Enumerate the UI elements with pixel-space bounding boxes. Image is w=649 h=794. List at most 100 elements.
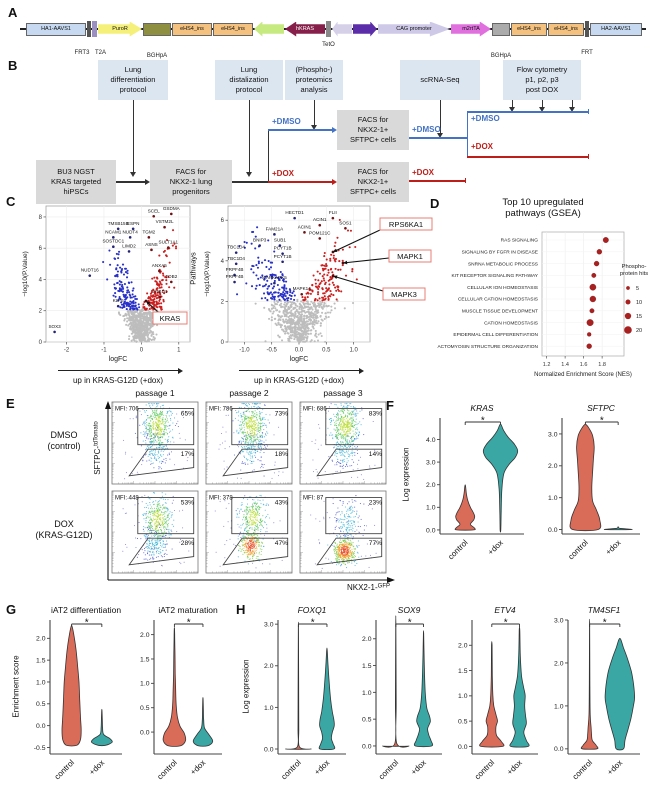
up-arrow-2 bbox=[239, 367, 364, 374]
panel-label-h: H bbox=[236, 602, 246, 617]
svg-text:6: 6 bbox=[39, 246, 43, 252]
arrow-flow-2 bbox=[541, 100, 543, 107]
arrow-differentiation bbox=[132, 100, 134, 172]
panel-label-b: B bbox=[8, 58, 18, 73]
svg-text:1.0: 1.0 bbox=[349, 348, 358, 354]
svg-text:NUDT4: NUDT4 bbox=[122, 229, 138, 234]
svg-text:ACIN1: ACIN1 bbox=[313, 217, 327, 222]
flow-gates bbox=[316, 497, 383, 566]
gsea-dot-plot: RAS SIGNALING SIGNALING BY FGFR IN DISEAS… bbox=[437, 231, 648, 378]
svg-text:PRPF4B: PRPF4B bbox=[226, 267, 244, 272]
svg-text:RAS SIGNALING: RAS SIGNALING bbox=[501, 238, 539, 244]
svg-text:MAPK14: MAPK14 bbox=[293, 286, 312, 291]
svg-text:CATION HOMEOSTASIS: CATION HOMEOSTASIS bbox=[484, 320, 538, 326]
arrow-flow-1 bbox=[511, 100, 513, 107]
construct-label: eHS4_ins bbox=[221, 26, 245, 32]
svg-text:SFTPC-tdTomato: SFTPC-tdTomato bbox=[93, 421, 102, 475]
svg-text:2: 2 bbox=[39, 309, 43, 315]
violin-shape-control bbox=[454, 484, 476, 531]
svg-text:MFI: 706: MFI: 706 bbox=[115, 407, 139, 413]
svg-text:CELLULAR CATION HOMEOSTASIS: CELLULAR CATION HOMEOSTASIS bbox=[458, 297, 538, 303]
boxed-gene-labels: KRAS bbox=[144, 299, 188, 325]
svg-text:TBC1D4: TBC1D4 bbox=[227, 256, 245, 261]
construct-sublabel: T2A bbox=[94, 50, 107, 56]
box-lung-differentiation: Lung differentiation protocol bbox=[98, 60, 168, 100]
gsea-title: Top 10 upregulated pathways (GSEA) bbox=[468, 197, 618, 220]
svg-text:18%: 18% bbox=[275, 451, 288, 458]
svg-text:−log10(P.Value): −log10(P.Value) bbox=[22, 251, 29, 296]
f-y-axis-label: Log expression bbox=[401, 447, 411, 502]
svg-text:SOX3: SOX3 bbox=[48, 324, 61, 329]
arrowhead bbox=[539, 107, 545, 112]
violin-shape-control bbox=[285, 621, 312, 750]
panel-label-f: F bbox=[386, 398, 394, 413]
svg-text:83%: 83% bbox=[369, 411, 382, 418]
flow-panel-2: MFI: 786 73% 18% bbox=[205, 401, 293, 485]
tick-dox-timeline bbox=[588, 154, 590, 159]
gsea-title-line1: Top 10 upregulated bbox=[502, 197, 584, 208]
svg-text:PRPF4B: PRPF4B bbox=[226, 274, 244, 279]
svg-text:MAPK3: MAPK3 bbox=[391, 290, 417, 299]
gsea-title-line2: pathways (GSEA) bbox=[505, 208, 581, 220]
svg-text:(control): (control) bbox=[47, 441, 80, 451]
violin-shape-+dox bbox=[604, 637, 635, 751]
svg-text:passage 2: passage 2 bbox=[229, 388, 268, 398]
svg-text:65%: 65% bbox=[181, 411, 194, 418]
svg-text:MFI: 448: MFI: 448 bbox=[115, 496, 139, 502]
svg-text:SULT1A1: SULT1A1 bbox=[159, 240, 179, 245]
panel-label-a: A bbox=[8, 5, 18, 20]
line-main-2 bbox=[232, 181, 268, 183]
svg-text:SOS1: SOS1 bbox=[339, 220, 352, 225]
construct-hkras: hKRAS bbox=[285, 21, 325, 37]
box-flow-cytometry: Flow cytometry p1, p2, p3 post DOX bbox=[503, 60, 581, 100]
violin-shape-+dox bbox=[482, 423, 519, 533]
line-main-1 bbox=[116, 181, 146, 183]
panel-label-g: G bbox=[6, 602, 17, 617]
box-facs-sftpc-dox: FACS for NKX2-1+ SFTPC+ cells bbox=[337, 162, 409, 202]
construct-sublabel: BGHpA bbox=[146, 52, 168, 59]
svg-text:ANXA5: ANXA5 bbox=[152, 263, 168, 268]
arrowhead bbox=[145, 179, 150, 185]
construct-label: CAG promoter bbox=[396, 26, 432, 32]
svg-text:14%: 14% bbox=[369, 451, 382, 458]
volcano-caption-2: up in KRAS-G12D (+dox) bbox=[253, 376, 345, 385]
box-scrna-seq: scRNA-Seq bbox=[400, 60, 480, 100]
construct-label: HA1-AAVS1 bbox=[41, 26, 71, 32]
construct-ehs4-ins: eHS4_ins bbox=[511, 22, 547, 36]
violin-shape-control bbox=[569, 423, 602, 532]
row-labels: DMSO(control) DOX(KRAS-G12D) bbox=[35, 430, 92, 540]
svg-text:ASNS: ASNS bbox=[145, 242, 158, 247]
g-y-axis-label: Enrichment score bbox=[11, 655, 21, 718]
construct-ehs4-ins: eHS4_ins bbox=[213, 22, 253, 36]
flow-panel-4: MFI: 448 53% 28% bbox=[111, 490, 199, 574]
dox-label-2: +DOX bbox=[412, 168, 435, 177]
svg-text:HECTD1: HECTD1 bbox=[285, 210, 304, 215]
violin-shape-+dox bbox=[90, 708, 113, 747]
box-facs-sftpc-dmso: FACS for NKX2-1+ SFTPC+ cells bbox=[337, 110, 409, 150]
construct-m2rtta: m2rtTA bbox=[451, 21, 491, 37]
svg-text:FAM21A: FAM21A bbox=[266, 226, 285, 231]
svg-text:Normalized Enrichment Score (N: Normalized Enrichment Score (NES) bbox=[534, 372, 632, 378]
flow-points bbox=[311, 403, 376, 480]
construct-label: eHS4_ins bbox=[517, 26, 541, 32]
svg-text:TMSB15B: TMSB15B bbox=[108, 221, 129, 226]
construct-hsv-tk-pa-signal: HSV-TK pA signal bbox=[254, 21, 284, 37]
construct-ehs4-ins: eHS4_ins bbox=[548, 22, 584, 36]
dmso-label-1: +DMSO bbox=[272, 117, 301, 126]
arrowhead bbox=[509, 107, 515, 112]
svg-text:DMSO: DMSO bbox=[51, 430, 78, 440]
svg-text:(KRAS-G12D): (KRAS-G12D) bbox=[35, 530, 92, 540]
dmso-label-2: +DMSO bbox=[412, 125, 441, 134]
svg-text:CELLULAR ION HOMEOSTASIS: CELLULAR ION HOMEOSTASIS bbox=[467, 285, 538, 291]
svg-text:-1: -1 bbox=[101, 348, 107, 354]
construct-cag-promoter: CAG promoter bbox=[378, 21, 450, 37]
construct-label: HA2-AAVS1 bbox=[601, 26, 631, 32]
violin-shape-+dox bbox=[603, 526, 633, 531]
tick-dox-2 bbox=[465, 178, 467, 183]
violin-shape-+dox bbox=[509, 626, 530, 748]
construct-puror: PuroR bbox=[98, 21, 142, 37]
svg-text:MAPK1: MAPK1 bbox=[397, 252, 423, 261]
